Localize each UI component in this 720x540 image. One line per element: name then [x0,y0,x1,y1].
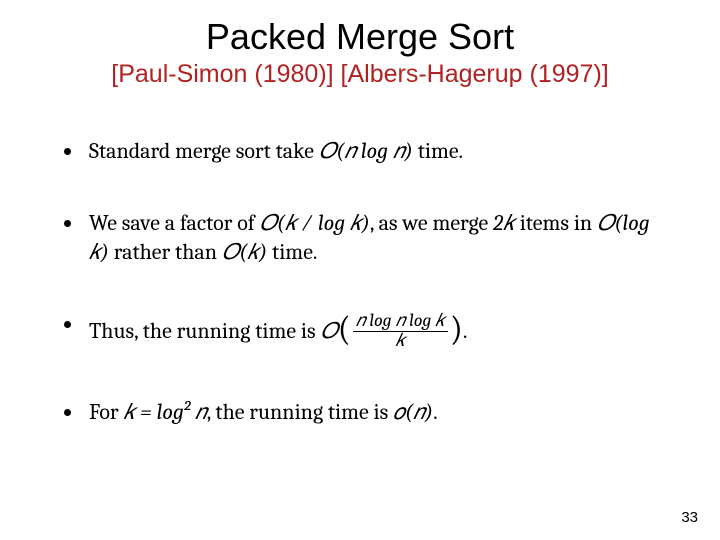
b2-math1: 𝑂(𝑘 ∕ log 𝑘) [260,210,370,236]
slide-content: Standard merge sort take 𝑂(𝑛 log 𝑛) time… [24,137,696,428]
b2-mid1: , as we merge [370,210,493,236]
b4-post: . [433,399,438,425]
rparen-icon: ) [450,309,463,349]
bullet-dot-icon [64,148,71,155]
bullet-dot-icon [64,220,71,227]
lparen-icon: ( [338,309,351,349]
bullet-3-text: Thus, the running time is 𝑂(𝑛 log 𝑛 log … [89,310,467,356]
bullet-4-text: For 𝑘 = log² 𝑛, the running time is 𝑜(𝑛)… [89,398,438,428]
b3-post: . [463,318,468,344]
b4-pre: For [89,399,123,425]
b3-pre: Thus, the running time is [89,318,320,344]
b4-math2: 𝑜(𝑛) [393,399,433,425]
b3-frac-num: 𝑛 log 𝑛 log 𝑘 [353,312,448,331]
page-number: 33 [681,509,698,526]
slide-title: Packed Merge Sort [24,16,696,58]
bullet-3: Thus, the running time is 𝑂(𝑛 log 𝑛 log … [64,310,656,356]
b2-post: time. [267,239,317,265]
slide-subtitle: [Paul-Simon (1980)] [Albers-Hagerup (199… [24,60,696,89]
bullet-1-text: Standard merge sort take 𝑂(𝑛 log 𝑛) time… [89,137,463,167]
bullet-1: Standard merge sort take 𝑂(𝑛 log 𝑛) time… [64,137,656,167]
b3-fraction: 𝑛 log 𝑛 log 𝑘𝑘 [353,312,448,351]
bullet-4: For 𝑘 = log² 𝑛, the running time is 𝑜(𝑛)… [64,398,656,428]
b2-mid2: items in [515,210,597,236]
slide-container: Packed Merge Sort [Paul-Simon (1980)] [A… [0,0,720,540]
b3-O: 𝑂 [320,318,337,344]
b3-frac-den: 𝑘 [353,331,448,351]
b1-math: 𝑂(𝑛 log 𝑛) [319,138,413,164]
b2-math2: 2𝑘 [493,210,515,236]
bullet-2: We save a factor of 𝑂(𝑘 ∕ log 𝑘), as we … [64,209,656,268]
bullet-dot-icon [64,409,71,416]
b2-math4: 𝑂(𝑘) [222,239,267,265]
b4-math1: 𝑘 = log² 𝑛 [123,399,206,425]
bullet-dot-icon [64,321,71,328]
bullet-2-text: We save a factor of 𝑂(𝑘 ∕ log 𝑘), as we … [89,209,656,268]
b2-pre: We save a factor of [89,210,260,236]
b4-mid: , the running time is [207,399,393,425]
b1-pre: Standard merge sort take [89,138,319,164]
b1-post: time. [413,138,463,164]
b2-mid3: rather than [109,239,222,265]
